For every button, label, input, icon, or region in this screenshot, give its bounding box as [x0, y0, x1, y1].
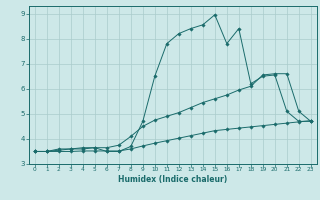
X-axis label: Humidex (Indice chaleur): Humidex (Indice chaleur)	[118, 175, 228, 184]
